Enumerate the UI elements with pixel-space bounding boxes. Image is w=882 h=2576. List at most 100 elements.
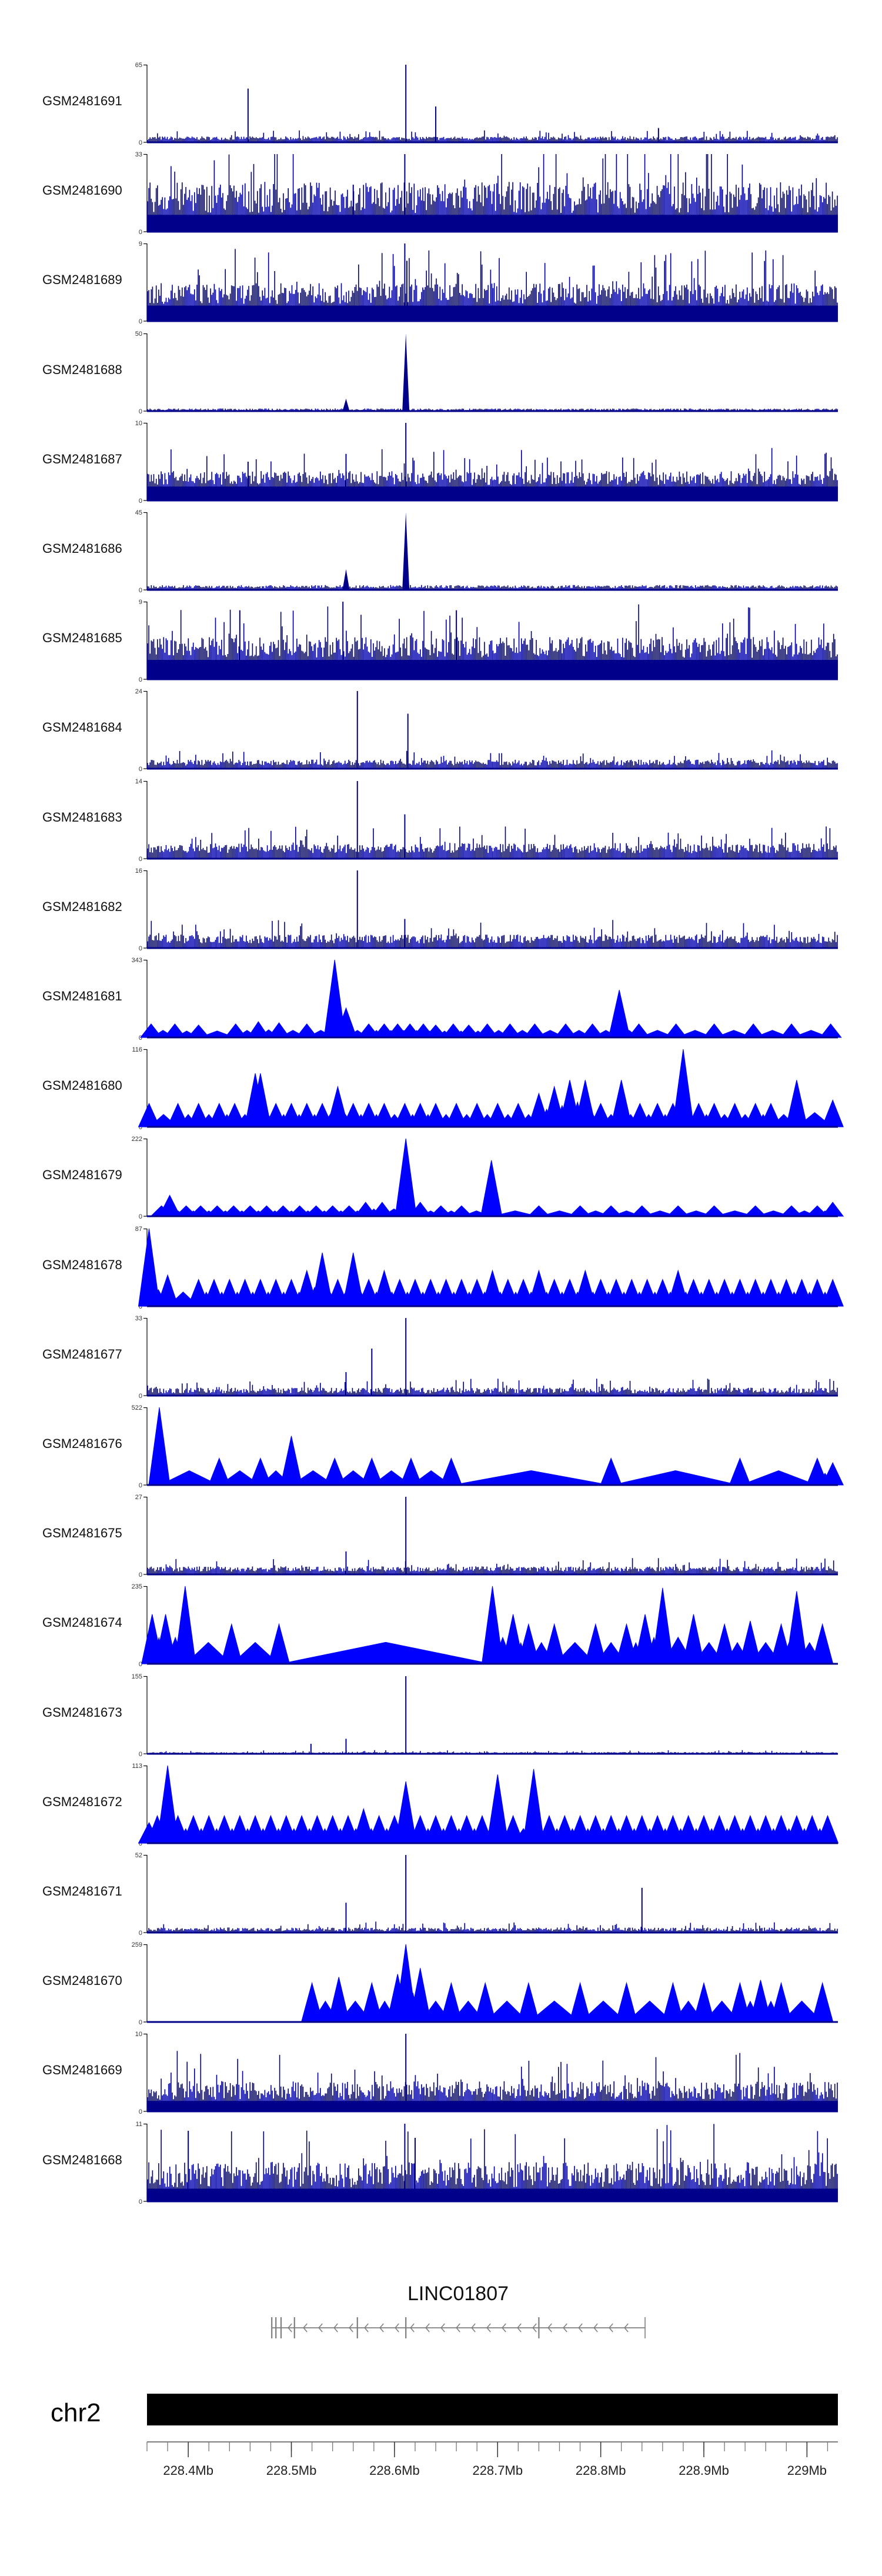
track-plot: 90 [139,599,838,683]
track: GSM2481689 9 0 [0,241,882,328]
track-label: GSM2481691 [42,94,122,108]
signal-peak [406,1992,420,2023]
track-plot: 52 0 [135,1852,838,1937]
strand-chevron [471,2323,476,2333]
signal-peak [724,1291,740,1306]
y-min-label: 0 [139,1840,142,1847]
signal-peak [306,1114,323,1127]
signal-peak [491,1210,539,1217]
signal-peak [382,1209,406,1217]
strand-chevron [379,2323,384,2333]
signal [139,959,842,1038]
signal-peak [485,2000,529,2023]
y-min-label: 0 [139,856,142,863]
signal-peak [266,1210,283,1217]
y-max-label: 259 [132,1941,142,1948]
signal-peak [233,1210,250,1217]
y-min-label: 0 [139,945,142,952]
y-min-label: 0 [139,587,142,594]
track-plot: 16 0 [135,867,838,952]
signal-peak [260,1291,276,1306]
y-max-label: 235 [132,1583,142,1590]
signal [147,243,838,322]
signal-peak [734,1828,750,1843]
signal-peak [335,1021,346,1037]
signal [147,2034,838,2112]
y-max-label: 65 [135,62,142,69]
signal [147,602,838,680]
signal-peak [492,1291,508,1306]
genome-axis: 228.4Mb 228.5Mb 228.6Mb 228.7Mb 228.8Mb 228.9… [146,2394,838,2478]
track: GSM2481684 24 0 [0,688,882,776]
strand-chevron [364,2323,369,2333]
chromosome-label: chr2 [51,2398,101,2427]
strand-chevron [410,2323,415,2333]
track-plot: 45 0 [135,509,838,594]
signal-peak [539,1210,580,1217]
y-max-label: 33 [135,1315,142,1322]
signal [147,512,838,590]
signal-peak [255,1828,271,1843]
signal-peak [477,1114,498,1127]
signal-peak [415,1291,431,1306]
signal-peak [198,1291,214,1306]
signal-peak [299,1210,316,1217]
signal-peak [796,1642,823,1664]
signal [147,1139,844,1217]
signal-peak [533,1828,549,1843]
y-max-label: 45 [135,509,142,516]
y-min-label: 0 [139,1393,142,1400]
signal-peak [224,1828,240,1843]
signal-peak [149,1289,168,1306]
signal-peak [549,1828,565,1843]
signal-peak [456,1114,477,1127]
signal [138,1228,844,1307]
track-plot: 14 0 [135,778,838,863]
signal-peak [451,1470,612,1485]
signal-peak [642,1828,658,1843]
signal-peak [446,1291,462,1306]
track: GSM2481685 9 0 [0,599,882,686]
strand-chevron [547,2323,552,2333]
signal-peak [755,1291,771,1306]
signal-peak [580,2000,627,2023]
strand-chevron [532,2323,537,2333]
signal-peak [219,1114,235,1127]
strand-chevron [333,2323,338,2333]
track: GSM2481686 45 0 [0,509,882,597]
signal-peak [657,1828,673,1843]
signal-area [147,1139,844,1217]
signal [147,65,838,142]
signal-peak [270,1828,286,1843]
signal-peak [673,1828,689,1843]
signal-peak [353,1291,369,1306]
track-label: GSM2481688 [42,362,122,377]
signal-peak [363,1828,379,1843]
signal-peak [750,1642,781,1664]
signal-peak [791,1210,817,1217]
signal-peak [322,1114,338,1127]
signal-peak [316,1210,333,1217]
strand-chevron [486,2323,491,2333]
signal-peak [507,1291,524,1306]
signal-peak [338,1114,353,1127]
signal-peak [349,1210,366,1217]
signal-peak [214,1291,230,1306]
signal-peak [420,2000,452,2023]
signal-peak [673,2000,704,2023]
track-label: GSM2481682 [42,899,122,914]
signal-peak [791,1030,831,1037]
axis-tick-label: 229Mb [787,2463,827,2478]
signal-peak [397,1030,410,1037]
signal-peak [611,1828,627,1843]
y-min-label: 0 [139,676,142,683]
signal-peak [342,398,350,411]
y-max-label: 52 [135,1852,142,1859]
signal-peak [510,1030,535,1037]
signal-peak [678,1210,714,1217]
track-label: GSM2481678 [42,1257,122,1272]
axis-tick-label: 228.7Mb [472,2463,523,2478]
y-max-label: 10 [135,420,142,427]
track-plot: 24 0 [135,688,838,773]
y-min-label: 0 [139,1661,142,1668]
